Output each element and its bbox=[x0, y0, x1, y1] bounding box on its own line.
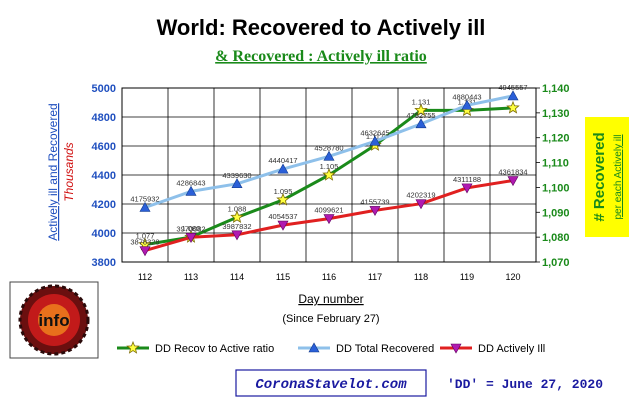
data-point-actively-ill bbox=[277, 220, 289, 231]
left-axis-tick-label: 4000 bbox=[92, 228, 116, 240]
data-point-actively-ill bbox=[231, 230, 243, 241]
data-label-actively-ill: 4099621 bbox=[314, 206, 343, 215]
chart-title: World: Recovered to Actively ill bbox=[157, 15, 486, 40]
data-label-actively-ill: 4311188 bbox=[453, 175, 481, 184]
data-label-actively-ill: 3987832 bbox=[222, 222, 251, 231]
x-axis-tick-label: 119 bbox=[460, 272, 474, 282]
data-label-ratio: 1.077 bbox=[136, 232, 155, 241]
left-axis-tick-label: 4800 bbox=[92, 112, 116, 124]
data-point-actively-ill bbox=[185, 233, 197, 243]
right-axis-title: # Recovered bbox=[591, 132, 608, 221]
data-label-ratio: 1.105 bbox=[320, 162, 339, 171]
data-label-total-recovered: 4339630 bbox=[222, 171, 251, 180]
data-point-actively-ill bbox=[369, 206, 381, 217]
left-axis-title: Actively ill and Recovered bbox=[46, 103, 60, 240]
data-label-total-recovered: 4175932 bbox=[130, 194, 159, 203]
left-axis-tick-label: 3800 bbox=[92, 257, 116, 269]
website-box bbox=[235, 369, 427, 397]
x-axis-tick-label: 117 bbox=[368, 272, 382, 282]
chart-subtitle: & Recovered : Actively ill ratio bbox=[215, 48, 427, 65]
right-axis-tick-label: 1,100 bbox=[542, 182, 570, 194]
right-axis-tick-label: 1,140 bbox=[542, 83, 570, 95]
data-point-total-recovered bbox=[277, 163, 289, 174]
legend-label: DD Recov to Active ratio bbox=[155, 343, 274, 355]
x-axis-tick-label: 118 bbox=[414, 272, 428, 282]
data-label-ratio: 1.095 bbox=[274, 187, 293, 196]
data-label-ratio: 1.088 bbox=[228, 204, 247, 213]
x-axis-tick-label: 113 bbox=[184, 272, 198, 282]
right-axis-tick-label: 1,130 bbox=[542, 108, 570, 120]
data-point-total-recovered bbox=[507, 90, 519, 101]
left-axis-tick-label: 4600 bbox=[92, 141, 116, 153]
data-point-ratio bbox=[322, 167, 336, 181]
x-axis-subtitle: (Since February 27) bbox=[282, 313, 379, 325]
right-axis-tick-label: 1,080 bbox=[542, 232, 570, 244]
data-point-actively-ill bbox=[323, 214, 335, 225]
legend-swatch-marker bbox=[126, 340, 140, 354]
data-point-actively-ill bbox=[507, 176, 519, 187]
legend-swatch-marker bbox=[308, 342, 320, 353]
x-axis-tick-label: 116 bbox=[322, 272, 336, 282]
data-label-actively-ill: 3970082 bbox=[176, 224, 205, 233]
right-axis-tick-label: 1,070 bbox=[542, 257, 570, 269]
right-axis-title-highlight bbox=[585, 117, 629, 237]
plot-area: 3800 4000 4200 4400 4600 4800 5000 112 113 114 115… bbox=[92, 83, 570, 282]
data-label-actively-ill: 4155739 bbox=[360, 197, 389, 206]
data-point-actively-ill bbox=[139, 246, 151, 257]
data-label-total-recovered: 4528780 bbox=[314, 143, 343, 152]
left-axis-unit: Thousands bbox=[62, 142, 76, 201]
left-axis-tick-label: 4200 bbox=[92, 199, 116, 211]
x-axis-tick-label: 112 bbox=[138, 272, 152, 282]
data-label-total-recovered: 4440417 bbox=[268, 156, 297, 165]
data-point-ratio bbox=[414, 103, 428, 117]
data-point-total-recovered bbox=[185, 185, 197, 196]
data-label-actively-ill: 3878328 bbox=[130, 238, 159, 247]
data-point-total-recovered bbox=[461, 99, 473, 110]
right-axis-tick-label: 1,110 bbox=[542, 158, 569, 170]
legend-swatch-marker bbox=[450, 343, 462, 354]
data-point-ratio bbox=[506, 100, 520, 114]
left-axis-tick-label: 5000 bbox=[92, 83, 116, 95]
legend-label: DD Total Recovered bbox=[336, 343, 434, 355]
data-label-total-recovered: 4880443 bbox=[452, 92, 481, 101]
data-label-actively-ill: 4361834 bbox=[498, 168, 527, 177]
data-point-total-recovered bbox=[323, 150, 335, 161]
x-axis-tick-label: 120 bbox=[505, 272, 520, 282]
data-label-actively-ill: 4054537 bbox=[268, 212, 297, 221]
right-axis-tick-label: 1,120 bbox=[542, 133, 570, 145]
data-point-actively-ill bbox=[415, 199, 427, 210]
website-link[interactable]: CoronaStavelot.com bbox=[255, 377, 407, 393]
data-label-actively-ill: 4202319 bbox=[406, 191, 435, 200]
data-label-ratio: 1.131 bbox=[412, 97, 431, 106]
x-axis-title: Day number bbox=[298, 292, 363, 306]
right-axis-subtitle: per each Actively ill bbox=[613, 134, 624, 219]
x-axis-tick-label: 114 bbox=[230, 272, 244, 282]
data-point-ratio bbox=[276, 192, 290, 206]
data-point-ratio bbox=[230, 210, 244, 223]
data-label-ratio: 1.080 bbox=[182, 224, 201, 233]
left-axis-tick-label: 4400 bbox=[92, 170, 116, 182]
x-axis-tick-label: 115 bbox=[276, 272, 290, 282]
legend: DD Recov to Active ratio DD Total Recover… bbox=[117, 340, 545, 355]
data-point-total-recovered bbox=[369, 135, 381, 146]
data-label-total-recovered: 4286843 bbox=[176, 178, 205, 187]
data-point-total-recovered bbox=[415, 118, 427, 129]
legend-label: DD Actively Ill bbox=[478, 343, 545, 355]
info-logo-label: info bbox=[38, 311, 69, 330]
data-point-actively-ill bbox=[461, 183, 473, 194]
data-label-total-recovered: 4752755 bbox=[406, 111, 435, 120]
dd-date-note: 'DD' = June 27, 2020 bbox=[447, 377, 603, 392]
data-label-total-recovered: 4945557 bbox=[498, 83, 527, 92]
data-point-total-recovered bbox=[231, 178, 243, 189]
right-axis-tick-label: 1,090 bbox=[542, 207, 570, 219]
data-label-total-recovered: 4632645 bbox=[360, 128, 389, 137]
info-logo: info bbox=[9, 281, 99, 359]
data-point-total-recovered bbox=[139, 201, 151, 212]
